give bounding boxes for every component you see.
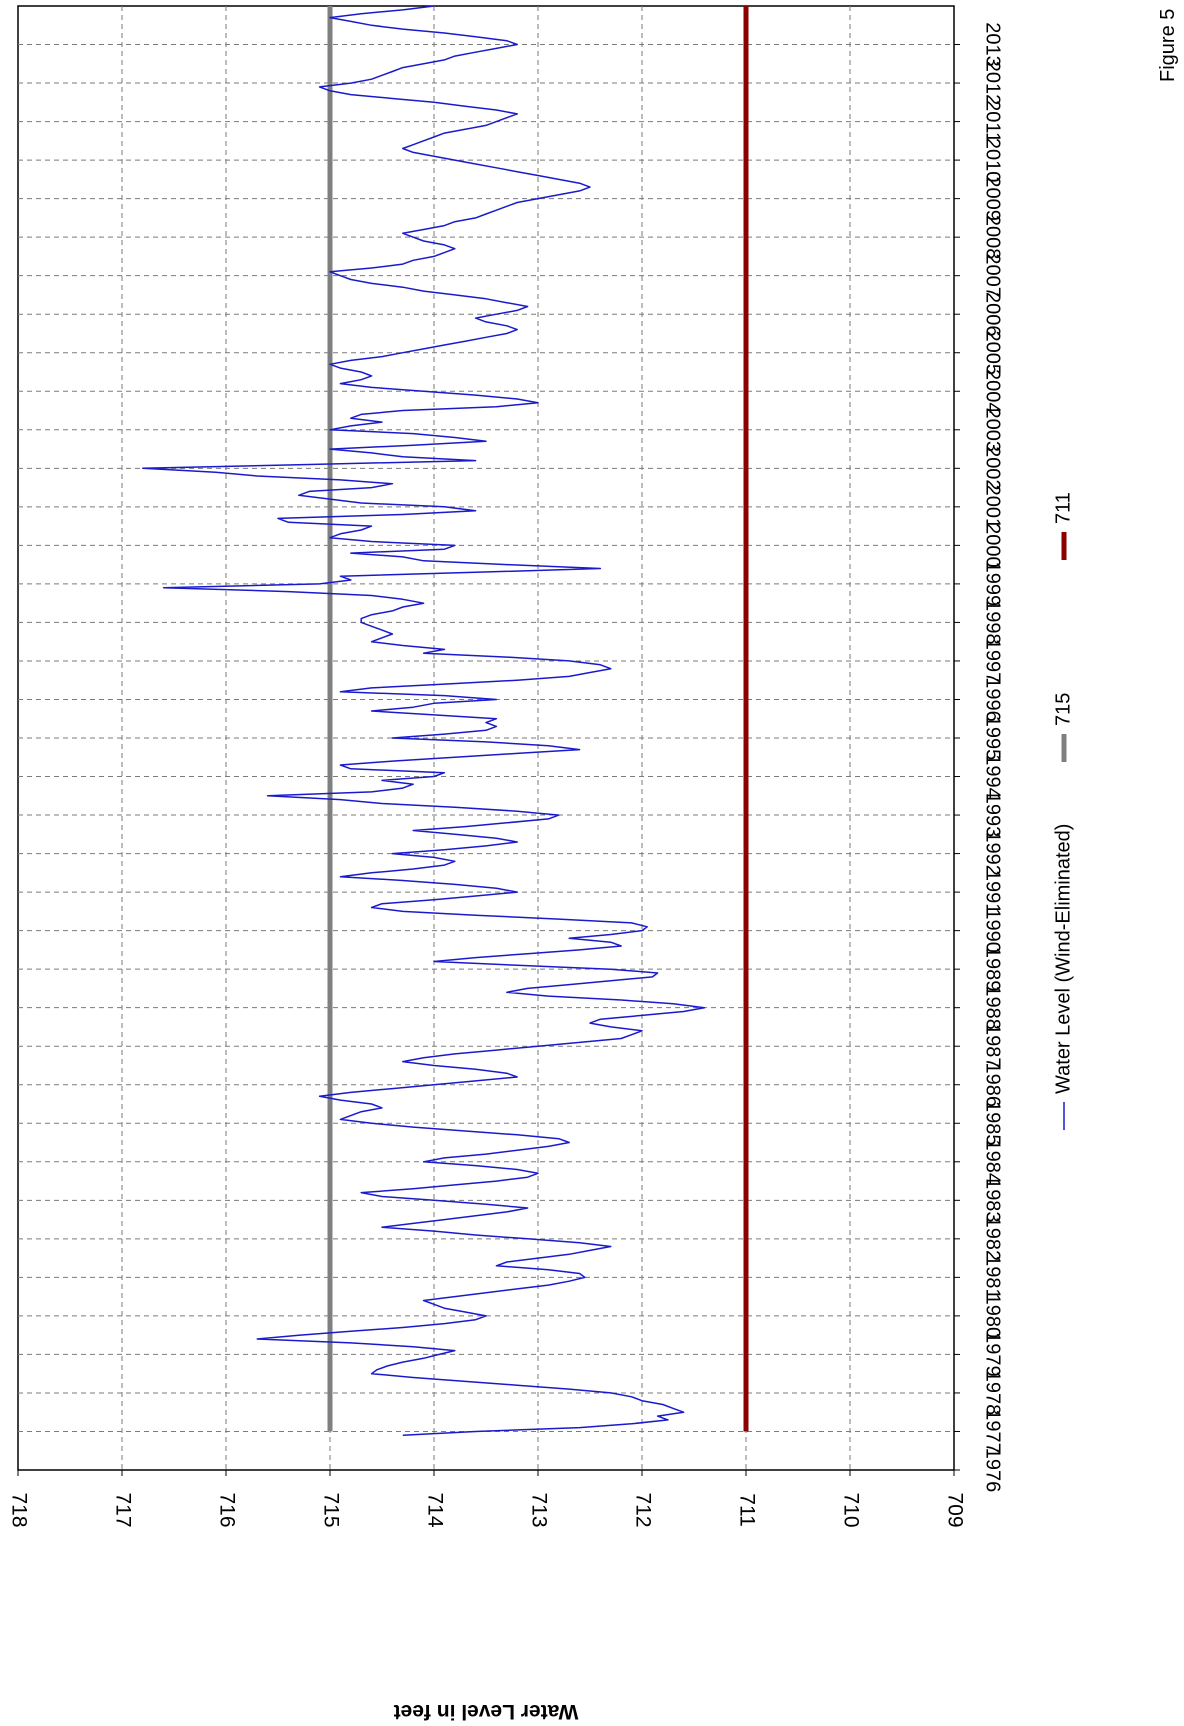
year-tick-label: 1994 bbox=[982, 754, 1004, 799]
year-tick-label: 1976 bbox=[982, 1448, 1004, 1493]
year-tick-label: 1981 bbox=[982, 1255, 1004, 1300]
year-tick-label: 2004 bbox=[982, 369, 1004, 414]
year-tick-label: 1979 bbox=[982, 1332, 1004, 1377]
year-tick-label: 1998 bbox=[982, 600, 1004, 645]
year-tick-label: 1999 bbox=[982, 562, 1004, 607]
legend-label: Water Level (Wind-Eliminated) bbox=[1052, 824, 1074, 1094]
year-tick-label: 1977 bbox=[982, 1409, 1004, 1454]
level-tick-label: 709 bbox=[943, 1492, 966, 1527]
y-axis-label: Water Level in feet bbox=[394, 1700, 579, 1723]
year-tick-label: 1992 bbox=[982, 831, 1004, 876]
year-tick-label: 1990 bbox=[982, 908, 1004, 953]
legend: Water Level (Wind-Eliminated) 715 711 bbox=[1052, 492, 1074, 1130]
year-tick-label: 2006 bbox=[982, 292, 1004, 337]
level-tick-label: 717 bbox=[111, 1492, 134, 1527]
legend-item: 711 bbox=[1052, 492, 1074, 560]
plot-area bbox=[17, 5, 955, 1471]
level-tick-label: 715 bbox=[319, 1492, 342, 1527]
level-tick-label: 713 bbox=[527, 1492, 550, 1527]
series-lines bbox=[142, 5, 706, 1437]
year-tick-label: 1995 bbox=[982, 716, 1004, 761]
level-tick-label: 712 bbox=[631, 1492, 654, 1527]
year-tick-label: 1993 bbox=[982, 793, 1004, 838]
year-tick-label: 1985 bbox=[982, 1101, 1004, 1146]
year-tick-label: 2005 bbox=[982, 330, 1004, 375]
year-tick-label: 1983 bbox=[982, 1178, 1004, 1223]
year-tick-label: 2002 bbox=[982, 446, 1004, 491]
level-tick-label: 714 bbox=[423, 1492, 446, 1527]
year-tick-label: 1991 bbox=[982, 870, 1004, 915]
year-tick-label: 2010 bbox=[982, 138, 1004, 183]
year-tick-label: 2007 bbox=[982, 253, 1004, 298]
legend-item: 715 bbox=[1052, 693, 1074, 762]
water-level-ticks: 709 710 711 712 713 714 715 716 717 718 bbox=[7, 1470, 966, 1528]
year-tick-label: 1986 bbox=[982, 1062, 1004, 1107]
year-tick-label: 2000 bbox=[982, 523, 1004, 568]
year-tick-label: 1988 bbox=[982, 985, 1004, 1030]
level-tick-label: 711 bbox=[735, 1493, 758, 1526]
year-tick-label: 2011 bbox=[982, 100, 1004, 143]
year-tick-label: 2012 bbox=[982, 61, 1004, 106]
year-tick-label: 2003 bbox=[982, 408, 1004, 453]
level-tick-label: 710 bbox=[839, 1492, 862, 1527]
year-tick-label: 2013 bbox=[982, 22, 1004, 67]
year-tick-label: 2008 bbox=[982, 215, 1004, 260]
water-level-line bbox=[142, 5, 706, 1437]
legend-item: Water Level (Wind-Eliminated) bbox=[1052, 824, 1074, 1130]
year-tick-label: 1978 bbox=[982, 1371, 1004, 1416]
legend-label: 711 bbox=[1052, 492, 1074, 524]
figure-label: Figure 5 bbox=[1157, 9, 1179, 82]
year-tick-label: 1980 bbox=[982, 1294, 1004, 1339]
year-tick-label: 1987 bbox=[982, 1024, 1004, 1069]
year-ticks: 1976197719781979198019811982198319841985… bbox=[954, 22, 1004, 1492]
level-tick-label: 716 bbox=[215, 1492, 238, 1527]
reference-lines bbox=[327, 6, 749, 1432]
year-tick-label: 1984 bbox=[982, 1140, 1004, 1185]
legend-label: 715 bbox=[1052, 693, 1074, 726]
year-tick-label: 1997 bbox=[982, 639, 1004, 684]
year-tick-label: 1989 bbox=[982, 947, 1004, 992]
year-tick-label: 2009 bbox=[982, 176, 1004, 221]
year-tick-label: 1982 bbox=[982, 1217, 1004, 1262]
year-tick-label: 1996 bbox=[982, 677, 1004, 722]
year-tick-label: 2001 bbox=[982, 485, 1004, 530]
level-tick-label: 718 bbox=[7, 1492, 30, 1527]
